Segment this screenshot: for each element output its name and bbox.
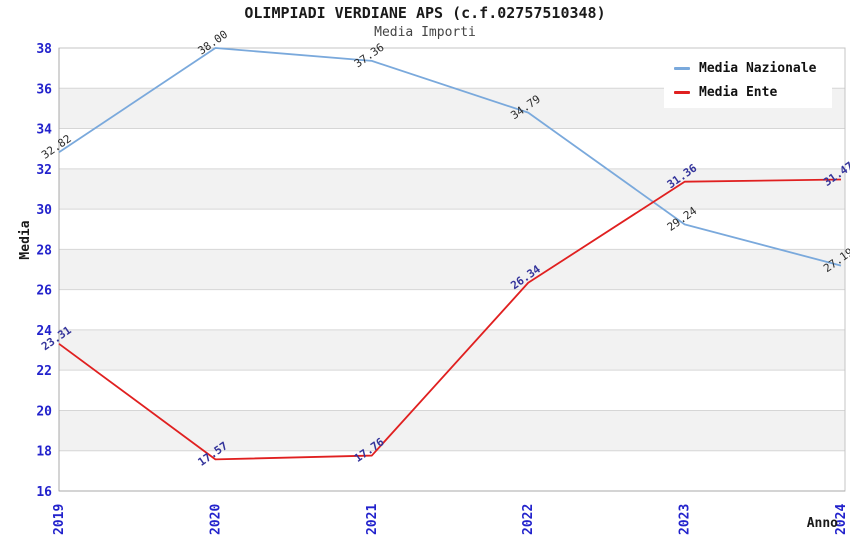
- x-tick-label: 2023: [678, 504, 693, 535]
- plot-band: [59, 249, 845, 290]
- legend-swatch-red-line-icon: [674, 91, 690, 94]
- y-tick-label: 38: [36, 42, 52, 57]
- y-tick-label: 26: [36, 284, 52, 299]
- data-point-label-media-nazionale: 37.36: [352, 41, 387, 71]
- series-line-media-nazionale: [58, 47, 842, 267]
- x-tick-label: 2022: [521, 504, 536, 535]
- y-tick-label: 34: [36, 123, 52, 138]
- x-axis-title: Anno: [807, 516, 838, 531]
- x-tick-label: 2019: [52, 504, 67, 535]
- legend-item-media-nazionale: Media Nazionale: [674, 61, 826, 76]
- plot-band: [59, 329, 845, 371]
- legend-label: Media Ente: [699, 85, 778, 100]
- y-tick-label: 32: [36, 163, 52, 178]
- plot-band: [59, 168, 845, 210]
- y-tick-label: 28: [36, 243, 52, 258]
- series-line-media-ente: [58, 178, 842, 461]
- y-tick-label: 24: [36, 324, 52, 339]
- y-axis-title: Media: [18, 220, 33, 259]
- y-tick-label: 36: [36, 82, 52, 97]
- plot-band: [59, 410, 845, 451]
- y-tick-label: 16: [36, 485, 52, 500]
- y-tick-label: 30: [36, 203, 52, 218]
- y-tick-label: 18: [36, 445, 52, 460]
- legend-label: Media Nazionale: [699, 61, 817, 76]
- chart-title: OLIMPIADI VERDIANE APS (c.f.02757510348): [244, 4, 606, 22]
- x-tick-label: 2024: [834, 504, 849, 535]
- legend-swatch-blue-line-icon: [674, 67, 690, 70]
- chart-subtitle: Media Importi: [374, 25, 476, 40]
- x-tick-label: 2021: [365, 504, 380, 535]
- y-tick-label: 20: [36, 404, 52, 419]
- legend-item-media-ente: Media Ente: [674, 85, 826, 100]
- y-tick-label: 22: [36, 364, 52, 379]
- chart-legend: Media Nazionale Media Ente: [664, 53, 832, 108]
- x-tick-label: 2020: [208, 504, 223, 535]
